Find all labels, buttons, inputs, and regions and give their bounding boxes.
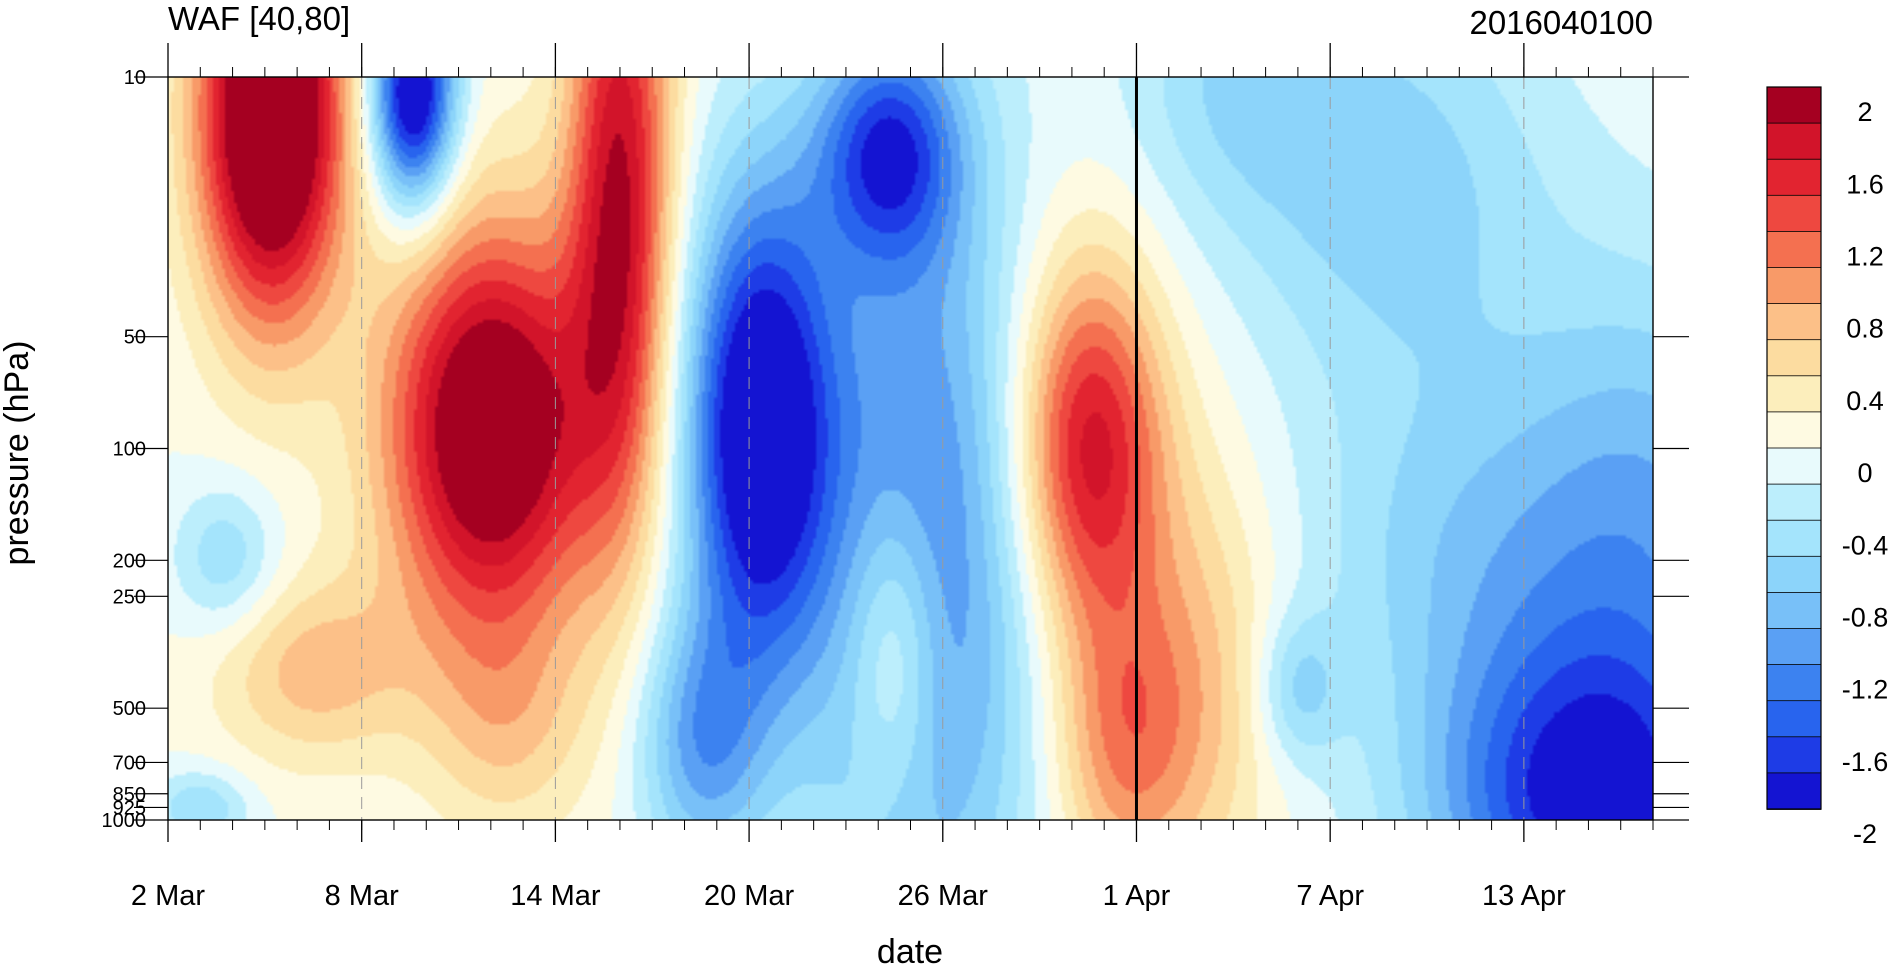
y-axis-label: pressure (hPa) [0, 341, 36, 566]
colorbar-swatch [1766, 230, 1822, 269]
colorbar-label: 0.4 [1846, 386, 1884, 416]
colorbar-swatch [1766, 194, 1822, 233]
x-tick-label: 13 Apr [1482, 880, 1566, 912]
y-tick-label: 250 [113, 586, 146, 608]
colorbar-swatch [1766, 700, 1822, 738]
x-axis-label: date [877, 933, 943, 968]
colorbar-swatch [1766, 158, 1822, 197]
y-tick-label: 500 [113, 698, 146, 720]
colorbar-label: -0.8 [1842, 603, 1889, 633]
colorbar-swatch [1766, 375, 1822, 413]
colorbar-label: 1.2 [1846, 242, 1884, 272]
colorbar-swatch [1766, 736, 1822, 774]
colorbar-swatch [1766, 519, 1822, 558]
colorbar-label: 0.8 [1846, 314, 1884, 344]
x-tick-label: 7 Apr [1296, 880, 1364, 912]
x-tick-label: 8 Mar [325, 880, 399, 912]
colorbar-label: 1.6 [1846, 169, 1884, 199]
colorbar-label: -1.6 [1842, 747, 1889, 777]
colorbar-swatch [1766, 592, 1822, 630]
colorbar-label: 0 [1857, 458, 1872, 488]
y-tick-label: 10 [124, 67, 146, 89]
colorbar-swatch [1766, 483, 1822, 522]
contour-fill [168, 77, 1653, 820]
y-tick-label: 850 [113, 784, 146, 806]
colorbar-swatch [1766, 303, 1822, 341]
y-tick-label: 1000 [102, 810, 147, 832]
colorbar-swatch [1766, 122, 1822, 161]
y-tick-label: 50 [124, 327, 146, 349]
colorbar-label: -2 [1853, 819, 1877, 849]
plot-area: 2 Mar 8 Mar 14 Mar 20 Mar 26 Mar 1 Apr 7 Apr 13… [102, 43, 1689, 912]
x-tick-label: 1 Apr [1103, 880, 1171, 912]
colorbar-label: -0.4 [1842, 530, 1889, 560]
colorbar: 2 1.6 1.2 0.8 0.4 0 -0.4 -0.8 -1.2 -1.6 -2 [1766, 86, 1889, 849]
colorbar-label: 2 [1857, 97, 1872, 127]
colorbar-frame [1766, 86, 1822, 810]
colorbar-swatch [1766, 664, 1822, 702]
chart-date-stamp: 2016040100 [1469, 4, 1653, 41]
colorbar-swatch [1766, 86, 1822, 124]
colorbar-swatch [1766, 555, 1822, 594]
chart-title: WAF [40,80] [168, 0, 350, 37]
y-tick-label: 925 [113, 797, 146, 819]
y-tick-label: 200 [113, 550, 146, 572]
x-tick-label: 2 Mar [131, 880, 205, 912]
y-tick-label: 700 [113, 752, 146, 774]
x-tick-label: 14 Mar [510, 880, 601, 912]
colorbar-swatch [1766, 339, 1822, 377]
colorbar-swatch [1766, 628, 1822, 666]
colorbar-swatch [1766, 267, 1822, 305]
x-tick-label: 20 Mar [704, 880, 795, 912]
colorbar-swatch [1766, 772, 1822, 810]
colorbar-swatch [1766, 447, 1822, 485]
x-tick-label: 26 Mar [898, 880, 989, 912]
colorbar-label: -1.2 [1842, 675, 1889, 705]
y-tick-label: 100 [113, 439, 146, 461]
colorbar-swatch [1766, 411, 1822, 449]
